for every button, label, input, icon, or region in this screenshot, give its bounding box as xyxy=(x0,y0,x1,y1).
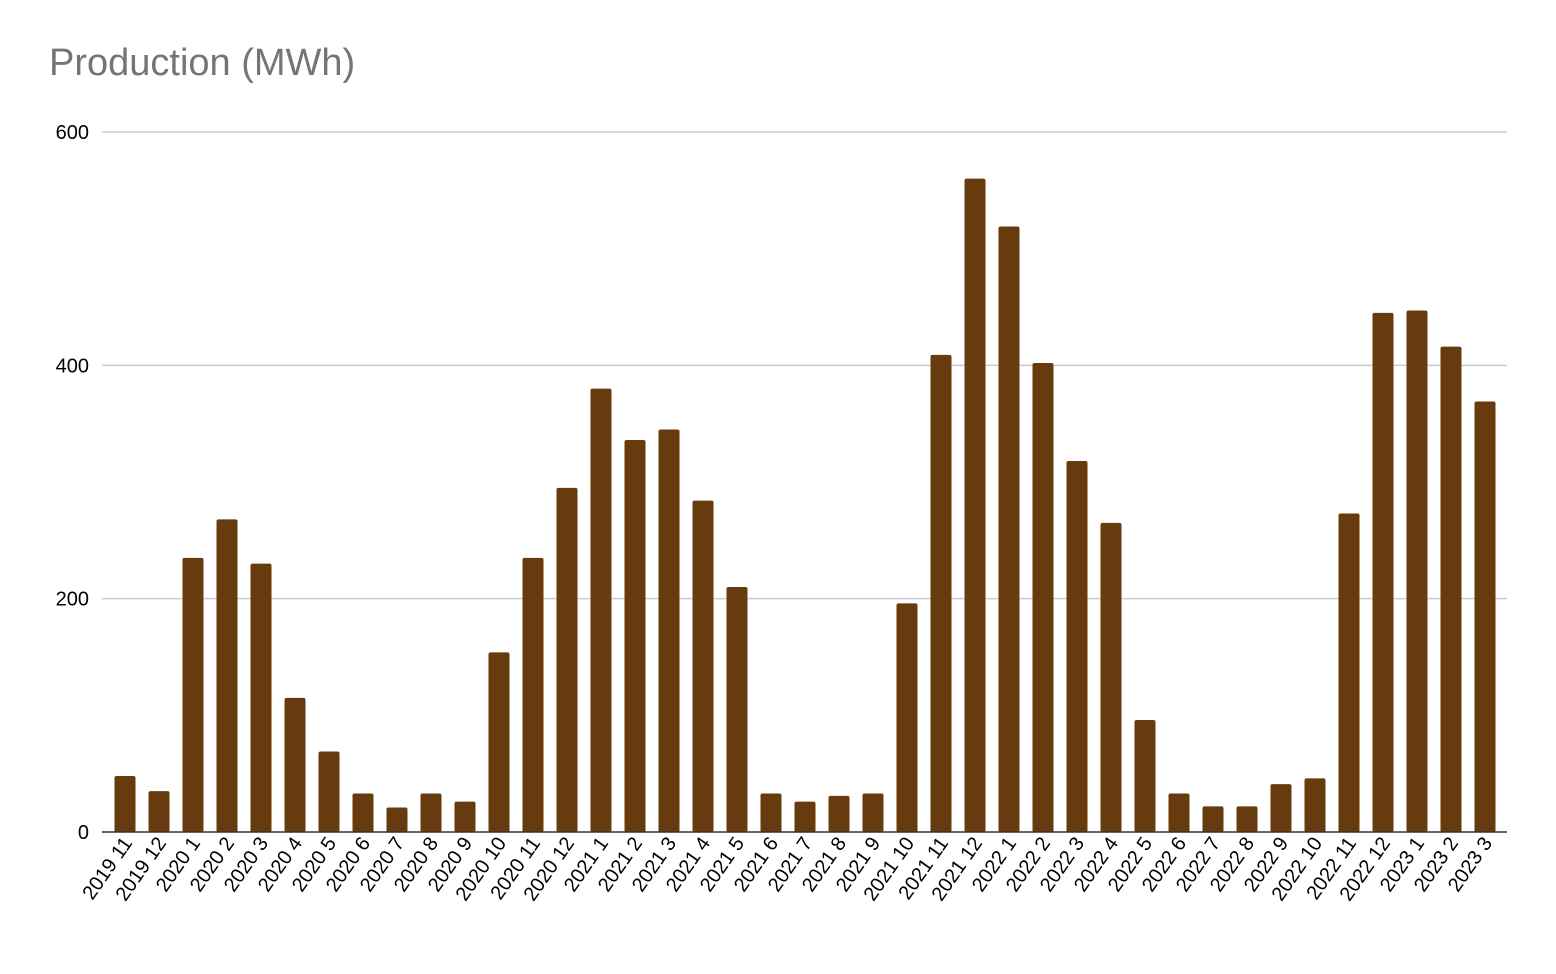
gridlines xyxy=(102,131,1507,600)
bar xyxy=(386,807,408,832)
y-tick-label: 0 xyxy=(78,822,89,844)
bar xyxy=(488,652,510,832)
y-tick-label: 600 xyxy=(56,122,89,144)
bar xyxy=(726,587,748,832)
bar xyxy=(1134,720,1156,832)
bar xyxy=(794,801,816,832)
bar xyxy=(1202,806,1224,832)
bar xyxy=(590,388,612,832)
bar xyxy=(420,793,442,832)
bar xyxy=(454,801,476,832)
bar xyxy=(1406,310,1428,832)
bar xyxy=(1032,363,1054,832)
bar xyxy=(1270,784,1292,832)
bar xyxy=(1100,522,1122,832)
bar xyxy=(284,697,306,832)
bar xyxy=(216,519,238,832)
bar xyxy=(114,776,136,832)
bar xyxy=(760,793,782,832)
bar xyxy=(318,751,340,832)
bar xyxy=(828,795,850,832)
bar xyxy=(1168,793,1190,832)
bar xyxy=(658,429,680,832)
bar xyxy=(1372,312,1394,832)
bar xyxy=(624,440,646,832)
bars xyxy=(114,178,1496,832)
bar xyxy=(930,354,952,832)
bar xyxy=(1236,806,1258,832)
y-tick-label: 200 xyxy=(56,589,89,611)
bar xyxy=(250,563,272,832)
bar xyxy=(1304,778,1326,832)
bar xyxy=(896,603,918,832)
bar xyxy=(692,500,714,832)
bar xyxy=(182,557,204,832)
chart-title: Production (MWh) xyxy=(49,42,356,84)
y-tick-label: 400 xyxy=(56,355,89,377)
bar xyxy=(1066,461,1088,832)
bar xyxy=(1440,346,1462,832)
bar xyxy=(1338,513,1360,832)
bar xyxy=(964,178,986,832)
bar xyxy=(148,791,170,832)
bar xyxy=(862,793,884,832)
bar xyxy=(522,557,544,832)
y-axis-tick-labels: 0 200 400 600 xyxy=(56,122,89,844)
bar xyxy=(998,226,1020,832)
bar xyxy=(556,487,578,832)
bar xyxy=(1474,401,1496,832)
bar xyxy=(352,793,374,832)
